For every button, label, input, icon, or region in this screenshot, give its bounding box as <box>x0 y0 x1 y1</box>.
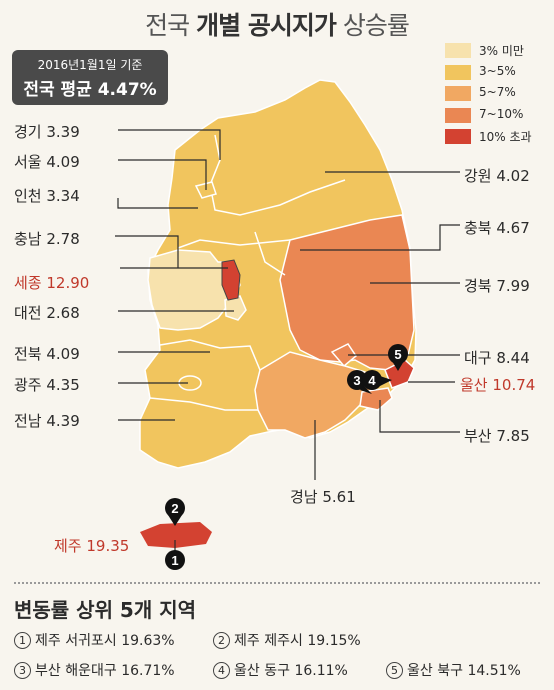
rank-number: 4 <box>213 662 230 679</box>
daegu-region <box>330 343 357 368</box>
svg-text:4: 4 <box>368 373 376 388</box>
legend-label: 3~5% <box>479 63 516 78</box>
svg-text:3: 3 <box>353 373 360 388</box>
marker-3: 3 <box>347 370 372 394</box>
label-gyeongnam: 경남 5.61 <box>290 488 356 506</box>
label-daegu: 대구 8.44 <box>464 349 530 367</box>
rank-name: 부산 해운대구 <box>35 663 117 679</box>
svg-text:5: 5 <box>394 347 401 362</box>
legend-swatch <box>445 64 471 80</box>
leader-lines <box>115 129 460 480</box>
legend-label: 3% 미만 <box>479 44 524 58</box>
busan-region <box>359 387 393 411</box>
title-part3: 상승률 <box>342 11 410 40</box>
label-chungbuk: 충북 4.67 <box>464 219 530 237</box>
rank-value: 19.63% <box>121 633 175 649</box>
label-gangwon: 강원 4.02 <box>464 167 530 185</box>
base-date: 2016년1월1일 기준 <box>37 58 143 72</box>
label-sejong: 세종 12.90 <box>14 274 90 292</box>
marker-4: 4 <box>362 370 392 390</box>
legend-swatch <box>445 107 471 123</box>
rank-value: 14.51% <box>467 663 521 679</box>
province-borders <box>149 134 346 411</box>
jeju-region <box>140 522 212 548</box>
section-divider <box>14 582 540 584</box>
rank-number: 3 <box>14 662 31 679</box>
label-seoul: 서울 4.09 <box>14 153 80 171</box>
svg-text:2: 2 <box>171 501 178 516</box>
sejong-region <box>221 259 241 301</box>
label-daejeon: 대전 2.68 <box>14 304 80 322</box>
ranking-title: 변동률 상위 5개 지역 <box>14 598 197 622</box>
rank-name: 울산 북구 <box>407 663 463 679</box>
gyeongbuk-region <box>279 214 415 371</box>
rank-value: 16.11% <box>294 663 348 679</box>
svg-text:1: 1 <box>171 553 178 568</box>
marker-2: 2 <box>165 498 185 526</box>
label-gwangju: 광주 4.35 <box>14 376 80 394</box>
label-incheon: 인천 3.34 <box>14 187 80 205</box>
marker-5: 5 <box>388 344 408 371</box>
rank-value: 19.15% <box>307 633 361 649</box>
ranking-item: 2 제주 제주시 19.15% <box>213 630 361 650</box>
rank-number: 2 <box>213 632 230 649</box>
label-chungnam: 충남 2.78 <box>14 230 80 248</box>
rank-name: 제주 제주시 <box>234 633 303 649</box>
title-part2: 개별 공시지가 <box>196 11 337 40</box>
ranking-item: 4 울산 동구 16.11% <box>213 660 348 680</box>
national-average: 전국 평균 4.47% <box>23 80 157 100</box>
ranking-item: 1 제주 서귀포시 19.63% <box>14 630 175 650</box>
legend-label: 5~7% <box>479 85 516 99</box>
label-jeju: 제주 19.35 <box>54 537 130 555</box>
rank-name: 제주 서귀포시 <box>35 633 117 649</box>
gyeongnam-region <box>254 351 373 439</box>
legend-label: 7~10% <box>479 106 524 121</box>
label-jeonnam: 전남 4.39 <box>14 412 80 430</box>
label-gyeongbuk: 경북 7.99 <box>464 277 530 295</box>
title-part1: 전국 <box>145 11 190 40</box>
rank-number: 5 <box>386 662 403 679</box>
label-ulsan: 울산 10.74 <box>460 376 536 394</box>
ranking-item: 5 울산 북구 14.51% <box>386 660 521 680</box>
legend-swatch <box>445 86 471 101</box>
map-title: 전국 개별 공시지가 상승률 <box>0 6 554 42</box>
marker-1: 1 <box>165 540 185 570</box>
rank-number: 1 <box>14 632 31 649</box>
average-info-box: 2016년1월1일 기준 전국 평균 4.47% <box>12 50 168 105</box>
ranking-item: 3 부산 해운대구 16.71% <box>14 660 175 680</box>
legend-label: 10% 초과 <box>479 130 532 144</box>
rank-value: 16.71% <box>121 663 175 679</box>
label-busan: 부산 7.85 <box>464 427 530 445</box>
legend-swatch <box>445 43 471 58</box>
legend-swatch <box>445 129 471 144</box>
rank-name: 울산 동구 <box>234 663 290 679</box>
label-gyeonggi: 경기 3.39 <box>14 123 80 141</box>
label-jeonbuk: 전북 4.09 <box>14 345 80 363</box>
